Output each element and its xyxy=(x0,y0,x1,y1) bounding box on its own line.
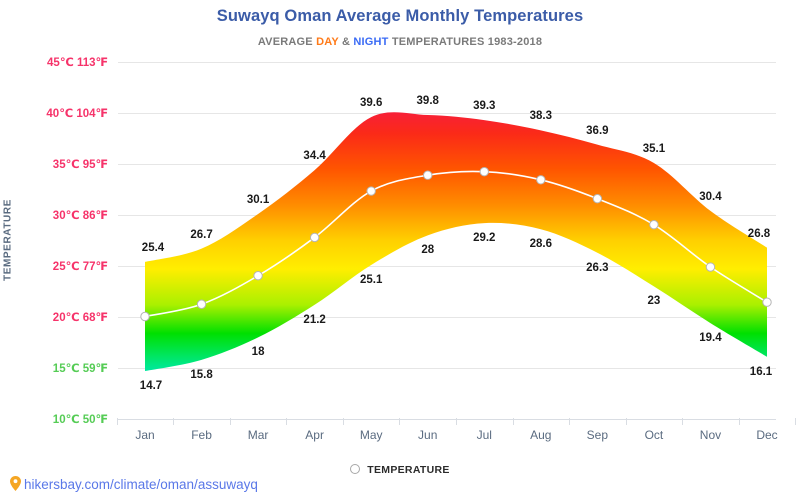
subtitle-mid: & xyxy=(338,36,354,48)
day-value-label-aug: 38.3 xyxy=(529,110,553,123)
x-tick-mark xyxy=(456,418,457,425)
data-point-marker[interactable] xyxy=(140,311,150,322)
gridline xyxy=(118,62,776,63)
data-point-marker[interactable] xyxy=(592,193,603,204)
data-point-marker[interactable] xyxy=(762,297,772,307)
data-point-marker[interactable] xyxy=(479,166,489,177)
data-point-marker[interactable] xyxy=(705,262,716,272)
night-value-label-aug: 28.6 xyxy=(529,238,553,251)
circle-outline-icon xyxy=(350,464,361,475)
data-point-marker[interactable] xyxy=(649,219,659,230)
night-value-label-jan: 14.7 xyxy=(139,380,163,393)
x-tick-label-mar: Mar xyxy=(247,428,269,442)
data-point-marker[interactable] xyxy=(423,170,433,180)
day-value-label-jun: 39.8 xyxy=(416,95,439,108)
day-value-label-jan: 25.4 xyxy=(141,241,165,254)
data-point-marker[interactable] xyxy=(196,299,207,309)
day-value-label-mar: 30.1 xyxy=(246,193,270,206)
x-tick-label-jul: Jul xyxy=(476,428,492,442)
legend-label: TEMPERATURE xyxy=(367,464,450,477)
y-tick-label: 35℃ 95℉ xyxy=(52,159,108,171)
night-value-label-dec: 16.1 xyxy=(749,365,773,378)
x-tick-mark xyxy=(173,418,175,425)
y-tick-label: 25℃ 77℉ xyxy=(52,261,108,273)
y-tick-label: 30℃ 86℉ xyxy=(52,210,108,222)
page-title: Suwayq Oman Average Monthly Temperatures xyxy=(216,7,584,25)
gridline xyxy=(118,113,776,114)
x-tick-mark xyxy=(286,418,288,425)
x-axis-line xyxy=(118,419,776,420)
night-value-label-mar: 18 xyxy=(251,346,265,359)
x-tick-mark xyxy=(342,418,344,425)
day-value-label-nov: 30.4 xyxy=(699,190,722,203)
chart-legend: TEMPERATURE xyxy=(0,464,800,476)
temperature-range-band xyxy=(145,112,767,372)
y-tick-label: 20℃ 68℉ xyxy=(52,312,108,324)
x-tick-label-dec: Dec xyxy=(756,428,778,442)
y-tick-label: 45℃ 113℉ xyxy=(47,57,108,69)
night-value-label-may: 25.1 xyxy=(359,273,383,286)
subtitle-night: NIGHT xyxy=(353,36,389,48)
x-tick-mark xyxy=(738,418,740,425)
night-value-label-apr: 21.2 xyxy=(303,313,326,326)
chart-subtitle: AVERAGE DAY & NIGHT TEMPERATURES 1983-20… xyxy=(0,36,800,48)
gridline xyxy=(118,368,776,369)
x-tick-mark xyxy=(116,418,118,425)
subtitle-suffix: TEMPERATURES 1983-2018 xyxy=(388,36,543,48)
x-tick-label-jan: Jan xyxy=(135,428,155,442)
source-link[interactable]: hikersbay.com/climate/oman/assuwayq xyxy=(10,476,258,494)
x-tick-mark xyxy=(512,418,514,425)
data-point-marker[interactable] xyxy=(309,232,320,243)
night-value-label-jul: 29.2 xyxy=(473,232,496,245)
x-tick-label-feb: Feb xyxy=(191,428,212,442)
day-value-label-feb: 26.7 xyxy=(190,228,213,241)
day-value-label-dec: 26.8 xyxy=(747,227,771,240)
gridline xyxy=(118,266,776,267)
x-tick-mark xyxy=(569,418,571,425)
day-value-label-apr: 34.4 xyxy=(303,150,326,163)
night-value-label-oct: 23 xyxy=(647,295,661,308)
x-tick-label-oct: Oct xyxy=(644,428,664,442)
x-tick-mark xyxy=(625,418,627,425)
night-value-label-jun: 28 xyxy=(421,244,435,257)
x-tick-mark xyxy=(682,418,684,425)
y-tick-label: 15℃ 59℉ xyxy=(52,363,108,375)
x-tick-label-jun: Jun xyxy=(418,428,438,442)
night-value-label-feb: 15.8 xyxy=(190,368,213,381)
day-value-label-sep: 36.9 xyxy=(586,124,609,137)
x-tick-mark xyxy=(795,418,797,425)
x-tick-label-apr: Apr xyxy=(305,428,324,442)
data-point-marker[interactable] xyxy=(366,186,376,196)
x-tick-label-sep: Sep xyxy=(586,428,609,442)
night-value-label-nov: 19.4 xyxy=(699,332,722,345)
y-tick-label: 10℃ 50℉ xyxy=(52,414,108,426)
x-tick-mark xyxy=(399,418,401,425)
gridline xyxy=(118,317,776,318)
source-url-text: hikersbay.com/climate/oman/assuwayq xyxy=(24,477,258,492)
x-tick-label-aug: Aug xyxy=(530,428,552,442)
data-point-marker[interactable] xyxy=(253,270,263,281)
subtitle-day: DAY xyxy=(316,36,339,48)
x-tick-mark xyxy=(229,418,231,425)
data-point-marker[interactable] xyxy=(536,175,546,185)
map-pin-icon xyxy=(10,476,21,494)
day-value-label-may: 39.6 xyxy=(359,97,383,110)
night-value-label-sep: 26.3 xyxy=(586,261,609,274)
x-tick-label-nov: Nov xyxy=(699,428,722,442)
x-tick-label-may: May xyxy=(359,428,383,442)
y-tick-label: 40℃ 104℉ xyxy=(46,108,108,120)
day-value-label-oct: 35.1 xyxy=(642,142,666,155)
subtitle-prefix: AVERAGE xyxy=(257,36,317,48)
day-value-label-jul: 39.3 xyxy=(473,100,496,113)
